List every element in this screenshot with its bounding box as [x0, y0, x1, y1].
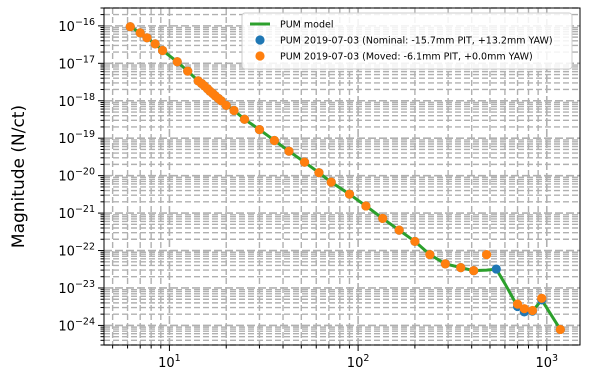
legend-marker-swatch [255, 35, 265, 45]
x-tick-label: 102 [347, 353, 370, 371]
series-2-point [537, 293, 547, 303]
y-tick-label: 10−17 [58, 54, 95, 72]
y-tick-label: 10−22 [58, 242, 95, 260]
y-tick-label: 10−19 [58, 129, 95, 147]
y-tick-label-base: 10 [58, 170, 75, 185]
series-2-point [378, 213, 388, 224]
series-2-point [394, 225, 404, 235]
series-2-point [125, 22, 135, 32]
series-2-point [284, 146, 294, 156]
x-tick-label-base: 10 [535, 356, 552, 371]
series-2-point [440, 259, 450, 269]
y-tick-label-base: 10 [58, 20, 75, 35]
series-1-point [491, 264, 501, 274]
series-2-point [239, 114, 250, 124]
series-2-point [361, 201, 371, 211]
series-2-point [150, 39, 160, 49]
series-2-point [183, 66, 193, 76]
ticks: 101 102 10310−1610−1710−1810−1910−2010−211… [58, 7, 558, 371]
y-tick-label-exponent: −22 [75, 242, 95, 253]
series-2-point [269, 135, 279, 146]
y-tick-label-exponent: −24 [75, 316, 95, 327]
x-tick-label-exponent: 2 [363, 353, 369, 364]
series-2-point [172, 57, 182, 67]
series-2-point [142, 33, 152, 43]
y-tick-label-base: 10 [58, 57, 75, 72]
x-tick-label-base: 10 [158, 356, 175, 371]
legend-box [241, 12, 573, 70]
y-tick-label-exponent: −16 [75, 17, 95, 28]
y-tick-label: 10−20 [58, 167, 95, 185]
series-2-point [221, 100, 231, 111]
series-2-point [469, 266, 479, 276]
legend-entry-label: PUM 2019-07-03 (Moved: -6.1mm PIT, +0.0m… [280, 52, 533, 63]
series-2-point [555, 324, 565, 335]
x-tick-label-exponent: 1 [175, 353, 181, 364]
x-tick-label-exponent: 3 [552, 353, 558, 364]
y-tick-label-exponent: −19 [75, 129, 95, 140]
y-tick-label: 10−18 [58, 92, 95, 110]
y-tick-label: 10−23 [58, 279, 95, 297]
y-tick-label-exponent: −18 [75, 92, 95, 103]
series-2-point [519, 304, 529, 314]
series-2-point [456, 263, 466, 273]
series-2-point [254, 124, 265, 135]
y-axis-label: Magnitude (N/ct) [9, 105, 29, 248]
series-2-point [512, 299, 523, 309]
y-tick-label-exponent: −20 [75, 167, 95, 178]
y-tick-label-exponent: −17 [75, 54, 95, 65]
y-tick-label-exponent: −23 [75, 279, 95, 290]
series-2-point [229, 105, 239, 116]
series-2-point [157, 45, 168, 56]
series-2-point [314, 168, 324, 178]
y-tick-label: 10−21 [58, 204, 95, 222]
legend-entry-label: PUM 2019-07-03 (Nominal: -15.7mm PIT, +1… [280, 36, 553, 47]
y-tick-label: 10−24 [58, 316, 95, 334]
x-tick-label: 101 [158, 353, 181, 371]
series-2-point [135, 28, 145, 38]
legend: PUM model PUM 2019-07-03 (Nominal: -15.7m… [241, 12, 573, 70]
series-2-point [299, 157, 310, 167]
y-tick-label-base: 10 [58, 207, 75, 222]
series-layer [125, 22, 565, 335]
x-tick-label-base: 10 [347, 356, 364, 371]
series-2-point [326, 177, 336, 187]
series-2-point [425, 249, 435, 260]
x-tick-label: 103 [535, 353, 558, 371]
legend-marker-swatch [255, 51, 265, 61]
y-tick-label-base: 10 [58, 245, 75, 260]
legend-entry-label: PUM model [280, 20, 333, 31]
y-tick-label: 10−16 [58, 17, 95, 35]
y-tick-label-base: 10 [58, 319, 75, 334]
series-2-point [482, 249, 492, 260]
series-2-point [527, 305, 538, 316]
y-tick-label-exponent: −21 [75, 204, 95, 215]
series-2-point [344, 189, 355, 199]
y-tick-label-base: 10 [58, 132, 75, 147]
y-tick-label-base: 10 [58, 95, 75, 110]
y-tick-label-base: 10 [58, 282, 75, 297]
plot-frame [103, 7, 581, 346]
series-2-point [410, 236, 420, 247]
